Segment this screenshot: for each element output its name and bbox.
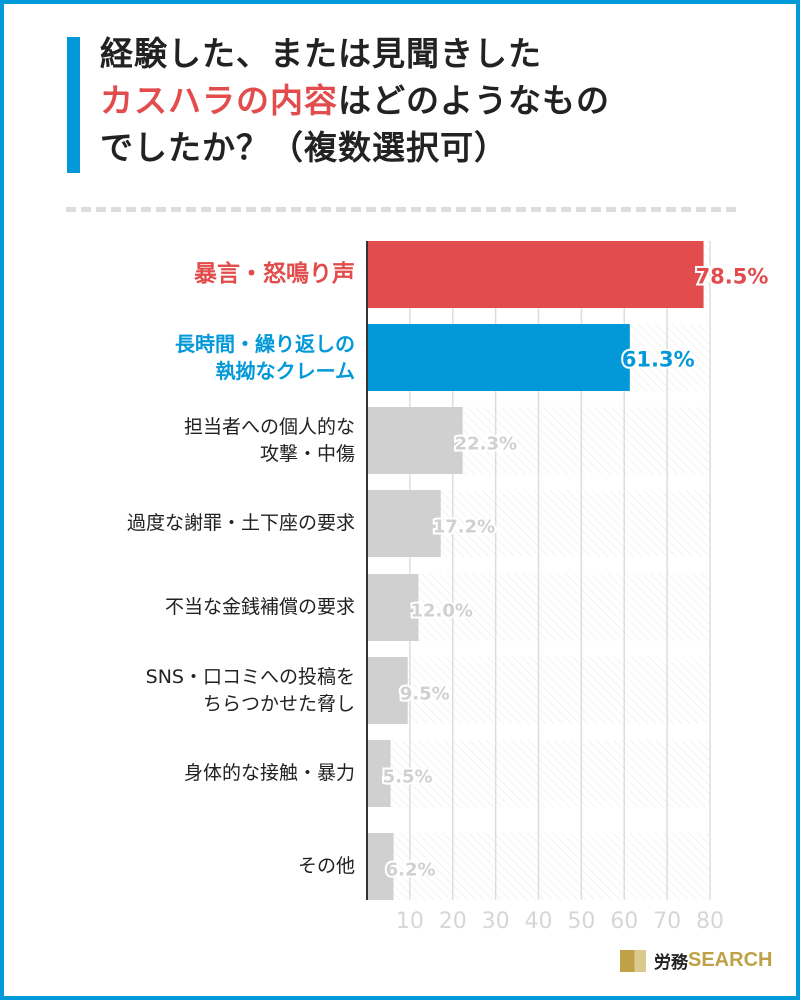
title-line-2: はどのようなもの	[338, 81, 610, 120]
title-highlight: カスハラの内容	[100, 81, 338, 120]
bar	[367, 324, 630, 391]
bar	[367, 490, 441, 557]
category-label: 暴言・怒鳴り声	[194, 261, 355, 287]
title-line-3: でしたか？（複数選択可）	[100, 128, 508, 167]
dashed-divider	[66, 207, 736, 212]
x-tick-label: 80	[696, 909, 724, 934]
value-label: 5.5%	[383, 767, 433, 788]
x-tick-label: 70	[653, 909, 681, 934]
x-tick-label: 20	[439, 909, 467, 934]
category-label: 長時間・繰り返しの 執拗なクレーム	[175, 331, 355, 383]
title-line-1: 経験した、または見聞きした	[100, 34, 542, 73]
category-label: 身体的な接触・暴力	[183, 762, 355, 784]
value-label: 17.2%	[433, 517, 495, 538]
logo-jp: 労務	[654, 953, 688, 973]
value-label: 12.0%	[410, 601, 472, 622]
category-label: 過度な謝罪・土下座の要求	[126, 512, 355, 534]
x-tick-label: 50	[567, 909, 595, 934]
x-tick-label: 60	[610, 909, 638, 934]
bar	[367, 407, 463, 474]
bar	[367, 241, 704, 308]
bar	[367, 574, 419, 641]
logo-en: SEARCH	[688, 949, 773, 971]
value-label: 6.2%	[386, 860, 436, 881]
bar	[367, 657, 408, 724]
category-label: 担当者への個人的な 攻撃・中傷	[183, 415, 355, 465]
logo-mark-icon	[620, 949, 646, 972]
chart-title: 経験した、または見聞きした カスハラの内容はどのようなもの でしたか？（複数選択…	[100, 30, 610, 171]
value-label: 22.3%	[455, 434, 517, 455]
category-label: 不当な金銭補償の要求	[164, 596, 355, 618]
category-label: その他	[297, 855, 355, 877]
logo: 労務 SEARCH	[620, 948, 772, 973]
x-tick-label: 10	[396, 909, 424, 934]
x-tick-label: 30	[482, 909, 510, 934]
value-label: 9.5%	[400, 684, 450, 705]
bar	[367, 740, 391, 807]
title-accent-bar	[67, 37, 80, 173]
value-label: 78.5%	[696, 265, 769, 289]
x-tick-label: 40	[525, 909, 553, 934]
value-label: 61.3%	[622, 348, 695, 372]
bar	[367, 833, 394, 900]
category-label: SNS・口コミへの投稿を ちらつかせた脅し	[145, 665, 355, 715]
